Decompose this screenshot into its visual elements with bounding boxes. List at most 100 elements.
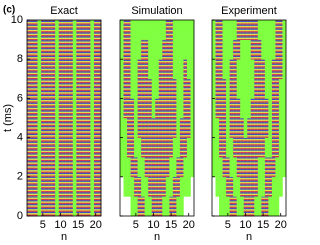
cell-amplitude xyxy=(264,196,269,217)
cell xyxy=(72,59,77,80)
cell xyxy=(27,78,31,99)
cell xyxy=(254,176,259,197)
cell-amplitude xyxy=(27,137,31,158)
cell xyxy=(65,20,70,40)
cell-base xyxy=(176,78,181,99)
cell-amplitude xyxy=(219,59,223,80)
cell xyxy=(130,176,135,197)
cell-base xyxy=(271,196,276,217)
cell xyxy=(158,78,163,99)
cell-amplitude xyxy=(62,59,67,80)
x-tick-label: 20 xyxy=(183,219,195,231)
cell xyxy=(233,157,237,178)
cell xyxy=(169,176,174,197)
cell-base xyxy=(72,59,77,80)
cell xyxy=(176,78,181,99)
cell-amplitude xyxy=(222,157,227,178)
cell xyxy=(254,137,259,158)
cell-base xyxy=(162,20,167,40)
cell xyxy=(226,176,230,197)
cell-base xyxy=(183,39,188,60)
cell xyxy=(79,157,84,178)
cell-amplitude xyxy=(148,98,153,119)
cell-base xyxy=(123,118,128,138)
cell-base xyxy=(186,39,191,60)
cell-base xyxy=(155,78,160,99)
cell xyxy=(69,59,74,80)
cell xyxy=(48,59,52,80)
cell xyxy=(264,137,269,158)
cell xyxy=(137,137,142,158)
cell xyxy=(172,98,177,119)
cell xyxy=(275,78,280,99)
y-tick-label: 0 xyxy=(17,210,23,222)
cell xyxy=(79,59,84,80)
cell xyxy=(176,118,181,138)
cell xyxy=(264,98,269,119)
cell xyxy=(41,20,45,40)
cell xyxy=(226,157,230,178)
cell-amplitude xyxy=(97,20,102,40)
cell-base xyxy=(229,157,234,178)
cell-base xyxy=(229,39,234,60)
cell-base xyxy=(268,59,273,80)
cell-amplitude xyxy=(34,20,38,40)
cell-amplitude xyxy=(222,98,227,119)
cell xyxy=(169,39,174,60)
cell xyxy=(97,39,102,60)
cell-amplitude xyxy=(148,78,153,99)
cell-amplitude xyxy=(123,78,128,99)
cell-amplitude xyxy=(254,157,259,178)
cell-base xyxy=(179,196,184,217)
cell xyxy=(162,98,167,119)
cell-base xyxy=(172,137,177,158)
cell xyxy=(65,157,70,178)
cell-amplitude xyxy=(69,137,74,158)
cell-amplitude xyxy=(254,137,259,158)
cell-base xyxy=(179,176,184,197)
cell xyxy=(282,78,287,99)
cell-amplitude xyxy=(148,118,153,138)
cell-base xyxy=(212,118,216,138)
cell-amplitude xyxy=(271,98,276,119)
cell-base xyxy=(257,196,262,217)
cell-base xyxy=(282,157,287,178)
cell xyxy=(282,98,287,119)
cell xyxy=(261,39,266,60)
cell-amplitude xyxy=(44,39,49,60)
cell-amplitude xyxy=(93,98,98,119)
cell xyxy=(148,59,153,80)
cell-base xyxy=(190,157,195,178)
cell-base xyxy=(151,20,156,40)
x-tick-label: 5 xyxy=(225,219,231,231)
cell-base xyxy=(72,98,77,119)
cell xyxy=(275,137,280,158)
cell xyxy=(141,78,145,99)
cell xyxy=(134,98,138,119)
cell xyxy=(268,39,273,60)
cell xyxy=(169,157,174,178)
cell xyxy=(222,196,227,217)
cell-amplitude xyxy=(93,39,98,60)
cell xyxy=(44,98,49,119)
cell xyxy=(165,39,170,60)
cell xyxy=(148,39,153,60)
cell-amplitude xyxy=(83,176,88,197)
cell-base xyxy=(130,20,135,40)
cell-base xyxy=(278,176,283,197)
cell-amplitude xyxy=(34,39,38,60)
cell xyxy=(90,157,95,178)
cell-amplitude xyxy=(250,157,255,178)
cell-amplitude xyxy=(27,196,31,217)
cell-base xyxy=(37,98,42,119)
cell-base xyxy=(151,59,156,80)
cell-base xyxy=(183,20,188,40)
cell-base xyxy=(215,157,220,178)
cell-amplitude xyxy=(226,176,230,197)
cell-amplitude xyxy=(144,118,149,138)
cell xyxy=(172,59,177,80)
cell xyxy=(186,118,191,138)
cell-base xyxy=(130,176,135,197)
cell xyxy=(48,137,52,158)
cell-base xyxy=(226,20,230,40)
